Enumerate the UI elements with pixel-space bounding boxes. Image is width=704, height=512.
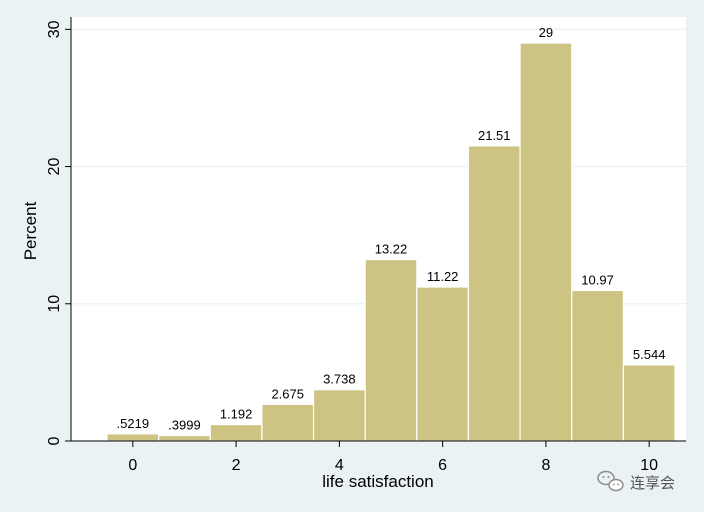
bar-value-label: 13.22 bbox=[375, 242, 408, 257]
y-ticks: 0 10 20 30 bbox=[46, 20, 71, 445]
y-tick-label: 0 bbox=[46, 436, 63, 445]
bar bbox=[158, 434, 211, 442]
bar bbox=[467, 145, 521, 442]
bar-value-label: 3.738 bbox=[323, 372, 356, 387]
y-axis-title: Percent bbox=[21, 201, 40, 260]
bar-value-label: 29 bbox=[539, 25, 553, 40]
bar bbox=[622, 364, 676, 442]
axes bbox=[70, 17, 686, 442]
bar bbox=[261, 403, 315, 442]
x-tick-label: 6 bbox=[438, 457, 447, 474]
watermark-text: 连享会 bbox=[630, 474, 675, 492]
bar-value-label: 2.675 bbox=[271, 386, 304, 401]
bar-value-label: 21.51 bbox=[478, 128, 511, 143]
bar bbox=[106, 433, 160, 442]
watermark: 连享会 bbox=[597, 470, 675, 492]
bar bbox=[312, 389, 366, 442]
x-tick-label: 8 bbox=[541, 457, 550, 474]
bar-value-label: 10.97 bbox=[581, 272, 614, 287]
x-tick-label: 10 bbox=[640, 457, 658, 474]
bar bbox=[416, 286, 470, 442]
x-tick-label: 0 bbox=[128, 457, 137, 474]
bar bbox=[364, 258, 418, 442]
x-axis-title: life satisfaction bbox=[322, 472, 434, 491]
y-tick-label: 30 bbox=[46, 20, 63, 38]
wechat-icon bbox=[597, 470, 624, 492]
bar bbox=[571, 289, 624, 442]
y-tick-label: 10 bbox=[46, 295, 63, 313]
y-tick-label: 20 bbox=[46, 158, 63, 176]
x-tick-label: 4 bbox=[335, 457, 344, 474]
bar-value-label: 1.192 bbox=[220, 407, 253, 422]
x-tick-label: 2 bbox=[232, 457, 241, 474]
bar bbox=[209, 424, 263, 442]
x-ticks: 0 2 4 6 8 10 bbox=[128, 441, 658, 474]
bars bbox=[106, 42, 676, 442]
bar-value-label: 5.544 bbox=[633, 347, 666, 362]
bar-value-label: .5219 bbox=[117, 416, 150, 431]
bar-value-labels: .5219 .3999 1.192 2.675 3.738 13.22 11.22 21.51… bbox=[117, 25, 666, 432]
bar-value-label: 11.22 bbox=[427, 269, 459, 284]
bar bbox=[519, 42, 573, 442]
bar-value-label: .3999 bbox=[168, 418, 201, 433]
